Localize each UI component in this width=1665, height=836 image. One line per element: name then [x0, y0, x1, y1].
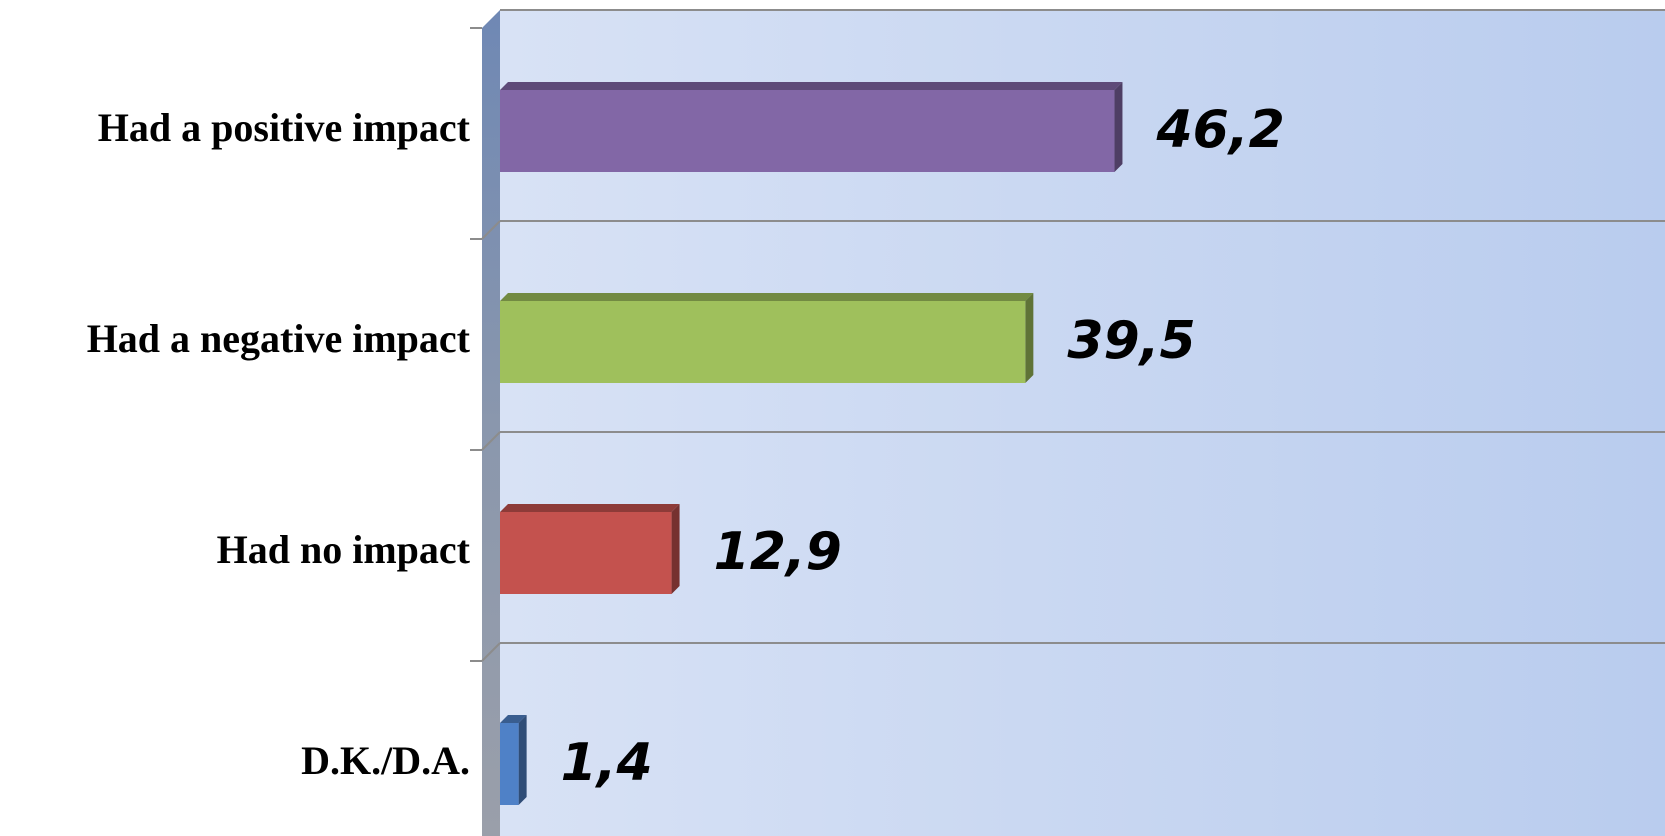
bar-side-face	[671, 504, 680, 594]
bars	[500, 82, 1123, 805]
data-label: 12,9	[714, 522, 842, 582]
gridline-depth	[481, 220, 501, 240]
data-label: 46,2	[1155, 100, 1284, 160]
bar-3	[500, 512, 672, 594]
bar-side-face	[1025, 293, 1034, 383]
data-label: 1,4	[561, 733, 653, 793]
category-label: Had a positive impact	[98, 105, 471, 150]
labels: 46,2 Had a positive impact 39,5 Had a negat…	[87, 100, 1285, 793]
bar-top-face	[500, 504, 680, 512]
gridline-depth	[481, 431, 501, 451]
axis-wall	[482, 10, 500, 836]
category-label: D.K./D.A.	[301, 738, 470, 783]
bar-2	[500, 301, 1026, 383]
bar-1	[500, 90, 1115, 172]
bar-top-face	[500, 715, 527, 723]
gridline-depth	[481, 642, 501, 662]
gridlines	[470, 27, 1665, 662]
category-label: Had a negative impact	[87, 316, 471, 361]
bar-top-face	[500, 82, 1123, 90]
data-label: 39,5	[1067, 311, 1195, 371]
bar-top-face	[500, 293, 1034, 301]
category-label: Had no impact	[217, 527, 471, 572]
bar-side-face	[518, 715, 527, 805]
bar-side-face	[1114, 82, 1123, 172]
bar-4	[500, 723, 519, 805]
